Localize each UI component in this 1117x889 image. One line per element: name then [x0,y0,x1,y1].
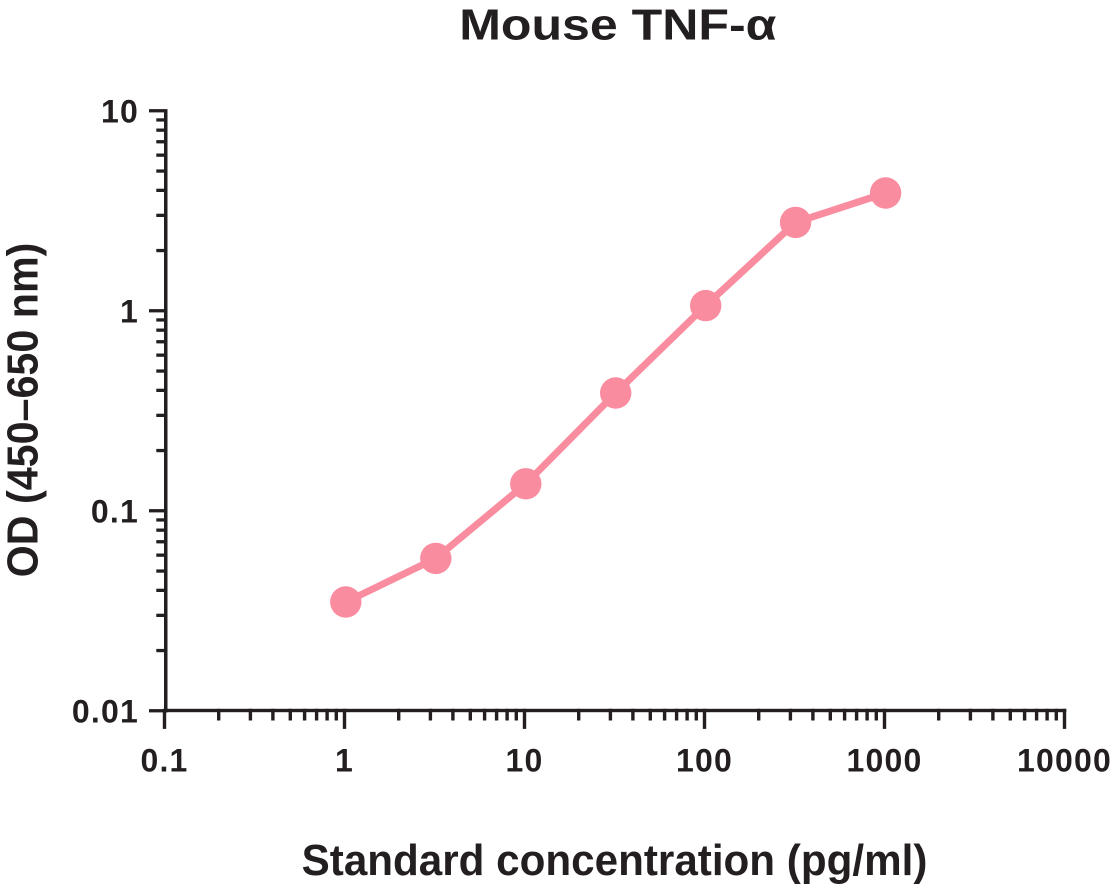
svg-text:1: 1 [120,293,139,329]
svg-text:0.1: 0.1 [140,742,188,778]
svg-text:10000: 10000 [1017,742,1112,778]
svg-text:10: 10 [506,742,544,778]
svg-text:1000: 1000 [847,742,923,778]
svg-text:1: 1 [335,742,354,778]
svg-text:0.1: 0.1 [91,493,139,529]
svg-text:Standard concentration (pg/ml): Standard concentration (pg/ml) [302,836,928,885]
svg-text:100: 100 [676,742,733,778]
svg-text:OD (450–650 nm): OD (450–650 nm) [0,243,48,578]
svg-text:10: 10 [101,93,139,129]
svg-text:Mouse TNF-α: Mouse TNF-α [459,0,776,49]
svg-text:0.01: 0.01 [72,693,139,729]
